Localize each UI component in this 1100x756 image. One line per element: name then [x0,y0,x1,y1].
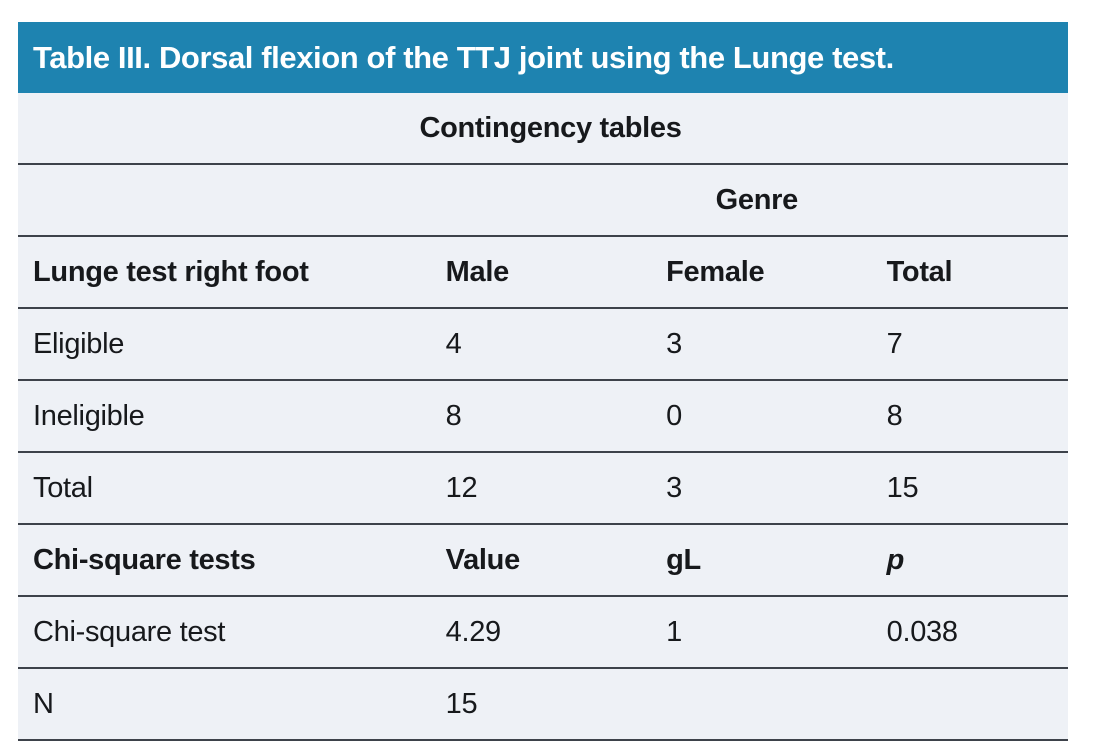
cell-value: 15 [430,668,652,741]
statistics-table: Contingency tables Genre Lunge test righ… [18,93,1068,741]
column-header-gl: gL [651,524,872,597]
cell-value: 0.038 [871,596,1068,669]
empty-cell [18,164,431,237]
chi-square-header-row: Chi-square tests Value gL p [18,524,1068,597]
table-row-chi-square-test: Chi-square test 4.29 1 0.038 [18,596,1068,669]
table-row-eligible: Eligible 4 3 7 [18,308,1068,381]
cell-value [871,668,1068,741]
column-header-value: Value [430,524,652,597]
cell-value: 4 [430,308,652,381]
cell-value: 3 [651,308,872,381]
cell-value [651,668,872,741]
group-header-row: Genre [18,164,1068,237]
row-label: Ineligible [18,380,431,453]
table-card: Table III. Dorsal flexion of the TTJ joi… [18,22,1068,741]
row-label: Chi-square test [18,596,431,669]
subtitle-row: Contingency tables [18,93,1068,165]
cell-value: 8 [871,380,1068,453]
cell-value: 7 [871,308,1068,381]
column-header-male: Male [430,236,652,309]
cell-value: 12 [430,452,652,525]
table-row-n: N 15 [18,668,1068,741]
cell-value: 1 [651,596,872,669]
table-row-ineligible: Ineligible 8 0 8 [18,380,1068,453]
group-header-genre: Genre [430,164,1068,237]
table-title-bar: Table III. Dorsal flexion of the TTJ joi… [18,22,1068,93]
contingency-header-row: Lunge test right foot Male Female Total [18,236,1068,309]
column-header-female: Female [651,236,872,309]
cell-value: 0 [651,380,872,453]
column-header-chi-square-tests: Chi-square tests [18,524,431,597]
row-label: N [18,668,431,741]
row-label: Eligible [18,308,431,381]
cell-value: 15 [871,452,1068,525]
column-header-p: p [871,524,1068,597]
table-title: Table III. Dorsal flexion of the TTJ joi… [33,39,894,75]
table-row-total: Total 12 3 15 [18,452,1068,525]
cell-value: 4.29 [430,596,652,669]
column-header-lunge-test-right-foot: Lunge test right foot [18,236,431,309]
column-header-total: Total [871,236,1068,309]
table-subtitle: Contingency tables [18,93,1068,165]
row-label: Total [18,452,431,525]
cell-value: 3 [651,452,872,525]
cell-value: 8 [430,380,652,453]
